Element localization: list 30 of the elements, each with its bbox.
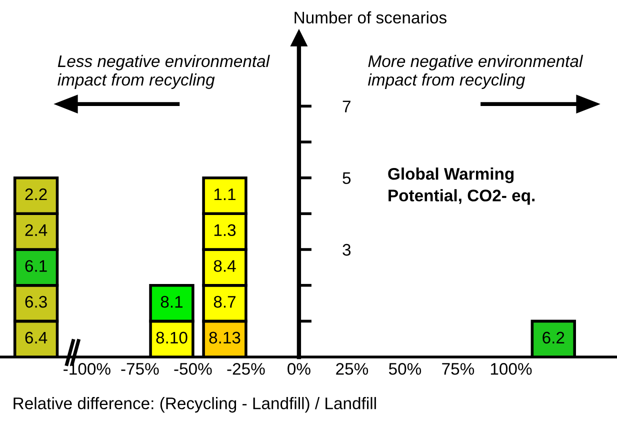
annotation: Global Warming Potential, CO2- eq. [388,168,534,205]
x-tick-label: 25% [336,363,368,375]
annotation: 1.1 [214,188,236,200]
annotation: 2.4 [25,224,48,236]
x-axis-title: Relative difference: (Recycling - Landfill) / Landfill [14,397,376,413]
annotation: 1.3 [214,224,236,236]
annotation: 6.4 [25,332,48,344]
annotation: Less negative environmental impact from recycling [58,54,270,89]
annotation: 8.7 [214,296,236,308]
x-tick-label: -25% [227,363,265,375]
annotation: 6.1 [25,260,47,272]
annotation: 6.3 [25,296,47,308]
x-tick-label: -50% [174,363,212,375]
annotation: 8.1 [160,296,183,308]
annotation: 2.2 [25,188,47,200]
y-tick-label: 7 [342,100,350,112]
annotation: 8.4 [214,260,236,272]
x-tick-label: -75% [121,363,159,375]
y-tick-label: 5 [342,172,351,184]
annotation: More negative environmental impact from recycling [368,54,584,89]
annotation: 8.13 [209,332,240,344]
annotation: 8.10 [156,332,188,344]
x-tick-label: 0% [288,363,310,375]
x-tick-label: 50% [388,363,422,375]
y-tick-label: 3 [342,244,351,256]
x-tick-label: 100% [490,363,532,375]
annotation: 6.2 [542,332,564,344]
x-tick-label: -100% [64,363,110,375]
y-axis-title: Number of scenarios [294,11,446,24]
x-tick-label: 75% [442,363,474,375]
